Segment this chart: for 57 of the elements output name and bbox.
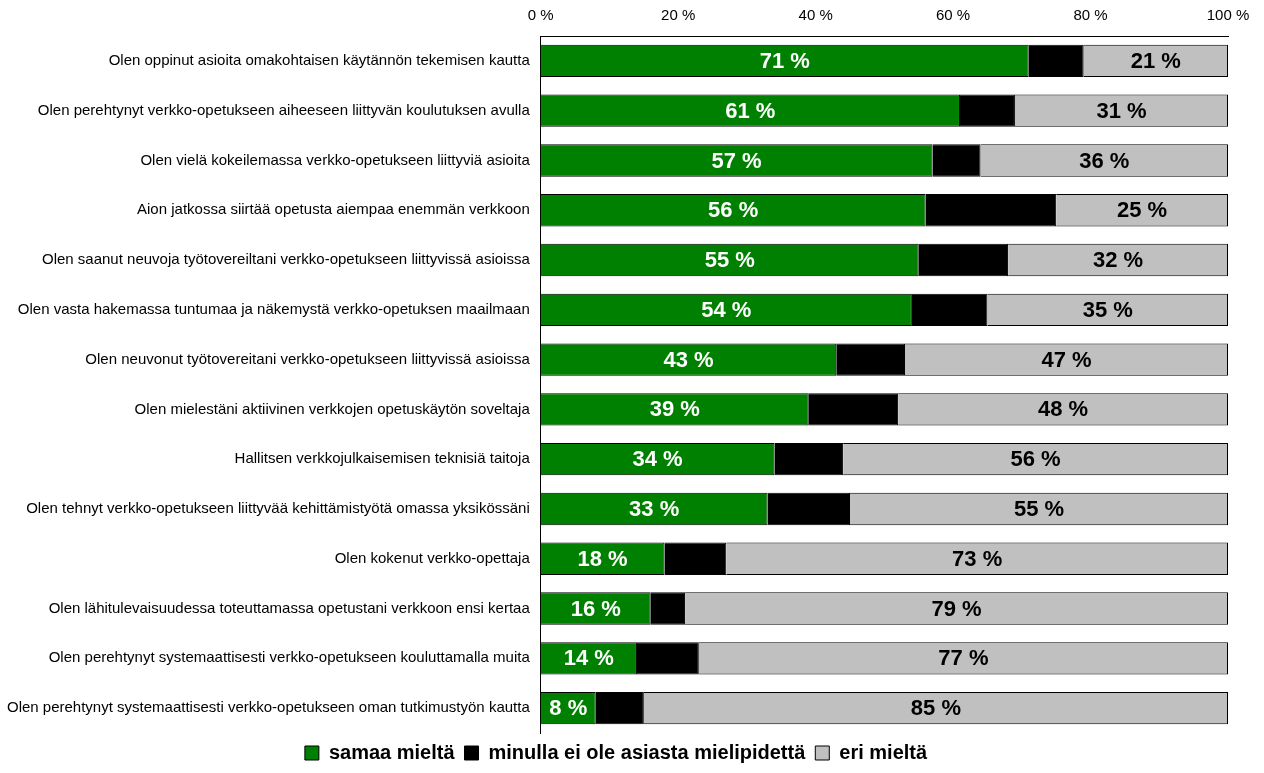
y-tick-label: Olen vielä kokeilemassa verkko-opetukseen liittyviä asioita [140,150,531,168]
legend-label: minulla ei ole asiasta mielipidettä [488,740,807,763]
y-tick-label: Olen vasta hakemassa tuntumaa ja näkemystä verkko-opetuksen maailmaan [17,299,530,317]
data-label: 16 % [570,595,621,621]
data-label: 33 % [629,496,680,522]
x-tick-label: 100 % [1206,6,1250,24]
data-label: 85 % [910,695,961,721]
bar [650,592,686,625]
data-label: 36 % [1079,147,1130,173]
data-label: 32 % [1092,247,1144,273]
y-tick-label: Olen tehnyt verkko-opetukseen liittyvää kehittämistyötä omassa yksikössäni [26,499,530,517]
data-label: 21 % [1130,47,1181,73]
data-label: 35 % [1082,296,1133,322]
data-label: 55 % [1013,496,1065,522]
data-label: 25 % [1117,197,1168,223]
bar [959,94,1015,127]
x-tick-label: 80 % [1073,6,1108,24]
x-tick-label: 0 % [527,6,554,24]
data-label: 79 % [931,595,982,621]
data-label: 57 % [711,147,762,173]
bar [932,144,981,177]
data-label: 31 % [1096,97,1147,123]
legend-label: eri mieltä [839,740,928,763]
data-label: 56 % [708,197,759,223]
y-tick-label: Olen neuvonut työtovereitani verkko-opetukseen liittyvissä asioissa [85,349,531,367]
y-tick-label: Aion jatkossa siirtää opetusta aiempaa enemmän verkkoon [137,200,530,218]
data-label: 71 % [759,47,810,73]
data-label: 48 % [1037,396,1089,422]
data-label: 61 % [725,97,776,123]
y-tick-label: Olen mielestäni aktiivinen verkkojen opetuskäytön soveltaja [134,399,531,417]
x-tick-label: 60 % [936,6,971,24]
legend-label: samaa mieltä [328,740,456,763]
x-tick-label: 40 % [798,6,833,24]
data-label: 55 % [704,247,755,273]
data-label: 18 % [577,545,628,571]
data-label: 77 % [938,645,989,671]
y-tick-label: Olen oppinut asioita omakohtaisen käytännön tekemisen kautta [108,51,531,69]
data-label: 54 % [701,296,752,322]
y-tick-label: Olen lähitulevaisuudessa toteuttamassa opetustani verkkoon ensi kertaa [48,598,531,616]
y-tick-label: Hallitsen verkkojulkaisemisen teknisiä taitoja [234,449,531,467]
bar [836,343,905,376]
y-tick-label: Olen perehtynyt systemaattisesti verkko-opetukseen kouluttamalla muita [48,648,531,666]
y-tick-label: Olen kokenut verkko-opettaja [334,548,531,566]
x-tick-label: 20 % [661,6,696,24]
bar [636,642,699,675]
y-tick-label: Olen perehtynyt verkko-opetukseen aiheeseen liittyvän koulutuksen avulla [37,100,531,118]
data-label: 39 % [649,396,700,422]
data-label: 34 % [632,446,683,472]
y-tick-label: Olen perehtynyt systemaattisesti verkko-opetukseen oman tutkimustyön kautta [6,698,531,716]
data-label: 47 % [1041,346,1092,372]
bar [808,393,899,426]
y-tick-label: Olen saanut neuvoja työtovereiltani verkko-opetukseen liittyvissä asioissa [41,250,531,268]
data-label: 56 % [1010,446,1061,472]
data-label: 43 % [663,346,714,372]
data-label: 73 % [952,545,1003,571]
data-label: 14 % [563,645,614,671]
data-label: 8 % [549,695,588,721]
